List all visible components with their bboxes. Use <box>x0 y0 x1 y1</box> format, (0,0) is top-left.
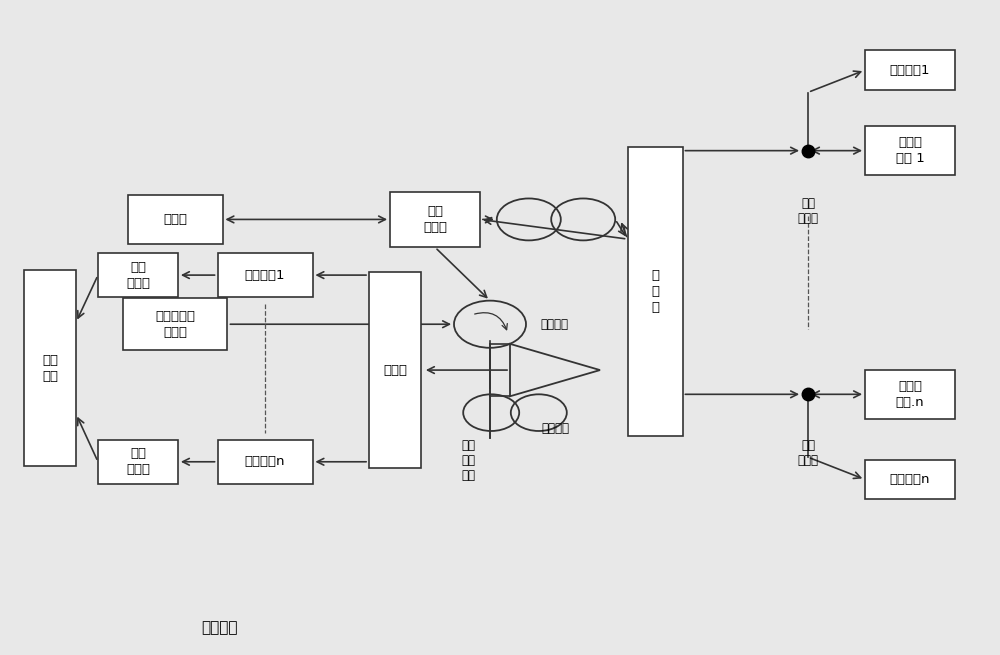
FancyBboxPatch shape <box>24 270 76 466</box>
FancyBboxPatch shape <box>98 440 178 484</box>
FancyBboxPatch shape <box>369 272 421 468</box>
Text: 光编码器1: 光编码器1 <box>890 64 930 77</box>
Text: 光电
二极管: 光电 二极管 <box>126 261 150 290</box>
Text: 功
分
器: 功 分 器 <box>651 269 659 314</box>
Text: 光网络
单元.n: 光网络 单元.n <box>896 380 924 409</box>
FancyBboxPatch shape <box>628 147 683 436</box>
FancyBboxPatch shape <box>865 126 955 175</box>
Text: 波分
复用器: 波分 复用器 <box>798 439 818 467</box>
Text: 光网络
单元 1: 光网络 单元 1 <box>896 136 924 165</box>
Text: 光解码器1: 光解码器1 <box>245 269 285 282</box>
Text: 功分器: 功分器 <box>383 364 407 377</box>
Text: 光电
二极管: 光电 二极管 <box>126 447 150 476</box>
FancyBboxPatch shape <box>865 369 955 419</box>
Text: 色散
补偿
光纤: 色散 补偿 光纤 <box>461 439 475 482</box>
Text: 波分
复用器: 波分 复用器 <box>423 205 447 234</box>
FancyBboxPatch shape <box>865 50 955 90</box>
FancyBboxPatch shape <box>218 253 312 297</box>
Text: 监控系统: 监控系统 <box>202 620 238 635</box>
Text: 光放大器: 光放大器 <box>541 422 569 436</box>
Text: 光解码器n: 光解码器n <box>245 455 285 468</box>
FancyBboxPatch shape <box>390 191 480 247</box>
FancyBboxPatch shape <box>122 298 227 350</box>
FancyBboxPatch shape <box>98 253 178 297</box>
Text: 中心局: 中心局 <box>163 213 187 226</box>
FancyBboxPatch shape <box>218 440 312 484</box>
Text: 检测光脉冲
发送机: 检测光脉冲 发送机 <box>155 310 195 339</box>
Text: 波分
复用器: 波分 复用器 <box>798 196 818 225</box>
Text: 检测
判决: 检测 判决 <box>42 354 58 383</box>
Text: 光编码器n: 光编码器n <box>890 473 930 486</box>
FancyBboxPatch shape <box>865 460 955 499</box>
Text: 光环型器: 光环型器 <box>540 318 568 331</box>
FancyBboxPatch shape <box>128 195 222 244</box>
